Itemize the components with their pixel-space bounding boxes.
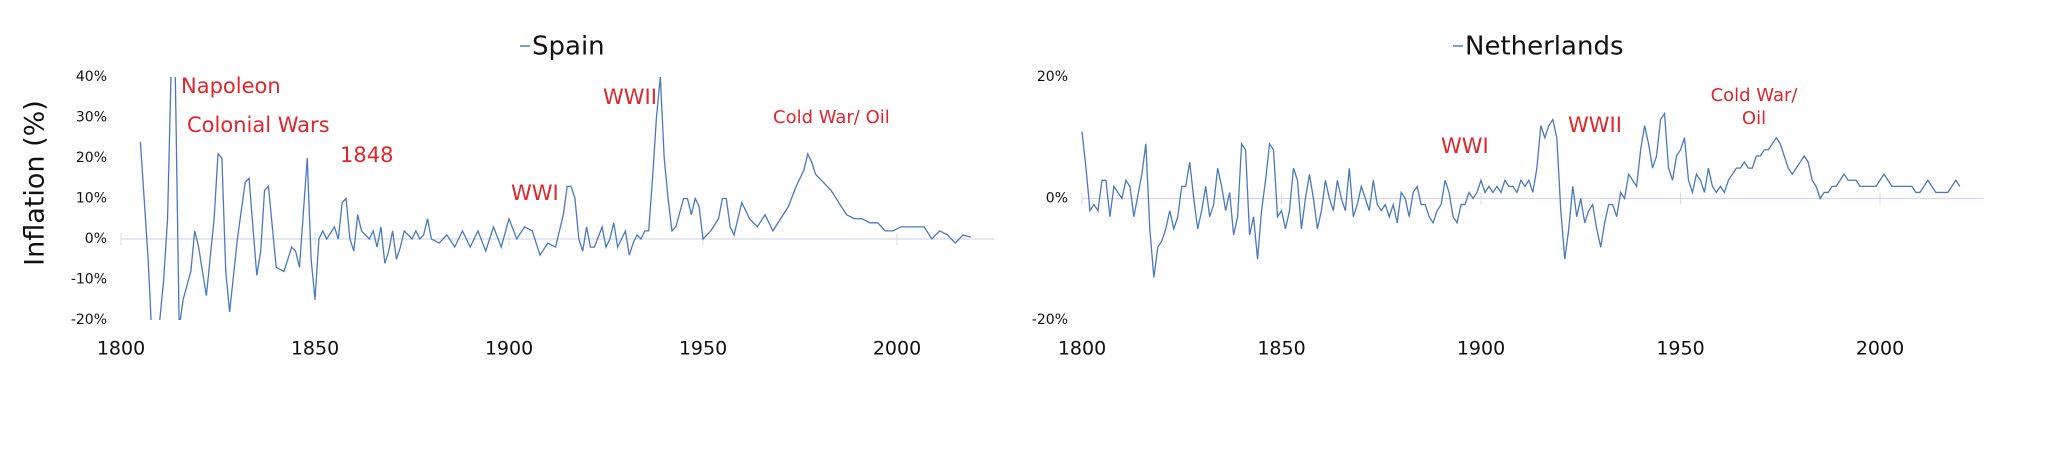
y-tick-label: 20% [76,150,107,166]
y-tick-label: 10% [76,191,107,207]
y-tick-label: -20% [71,312,107,328]
x-tick-label: 1950 [1656,338,1704,360]
x-tick-label: 1900 [485,338,533,360]
x-tick-label: 1900 [1457,338,1505,360]
y-tick-label: 20% [1037,69,1068,85]
annotation: WWI [1441,134,1489,158]
annotation: Napoleon [181,74,281,98]
x-tick-label: 1950 [679,338,727,360]
y-axis-label: Inflation (%) [20,100,51,266]
legend-label: Netherlands [1465,32,1624,62]
legend-label: Spain [532,32,605,62]
y-tick-label: -20% [1032,312,1068,328]
series-line [139,77,971,320]
y-tick-label: 0% [85,231,107,247]
x-tick-label: 2000 [1856,338,1904,360]
annotation: WWII [1568,113,1622,137]
x-tick-label: 2000 [873,338,921,360]
x-tick-label: 1800 [97,338,145,360]
x-tick-label: 1850 [1257,338,1305,360]
series-line [1081,111,1961,278]
y-tick-label: 40% [76,69,107,85]
annotation: Cold War/ Oil [773,107,890,128]
annotation: 1848 [340,143,393,167]
annotation: Oil [1742,108,1766,129]
annotation: Colonial Wars [187,113,330,137]
x-tick-label: 1850 [291,338,339,360]
y-tick-label: 30% [76,110,107,126]
annotation: WWII [603,85,657,109]
y-tick-label: -10% [71,272,107,288]
y-tick-label: 0% [1046,191,1068,207]
x-tick-label: 1800 [1058,338,1106,360]
annotation: WWI [511,181,559,205]
annotation: Cold War/ [1711,85,1799,106]
